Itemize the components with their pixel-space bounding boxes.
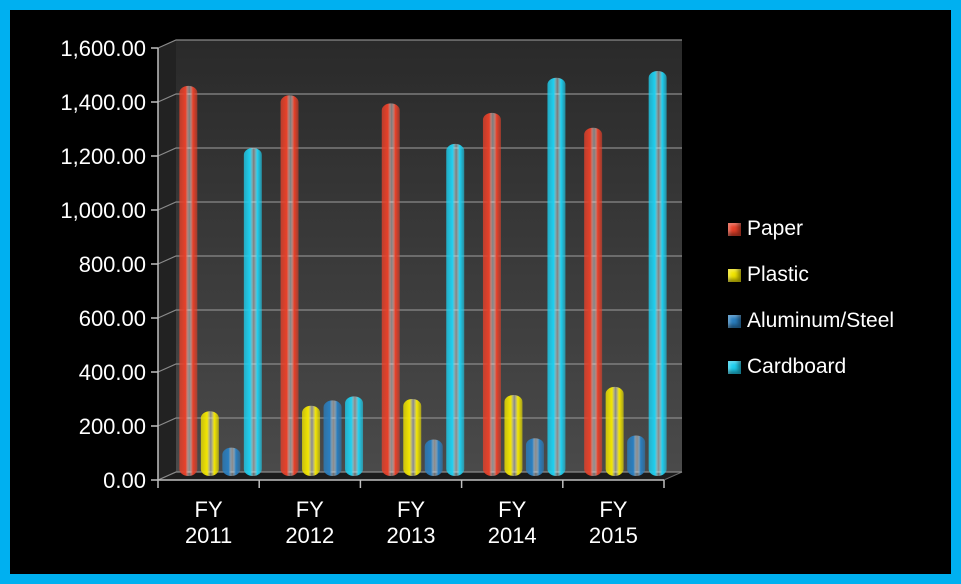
axes bbox=[151, 47, 665, 488]
y-tick-label: 600.00 bbox=[79, 306, 146, 331]
legend-item-plastic: Plastic bbox=[728, 252, 948, 298]
chart-frame: 0.00 200.00 400.00 600.00 800.00 1,000.00 1,20… bbox=[10, 10, 951, 574]
bar-aluminum-steel-fy-2015 bbox=[627, 435, 646, 476]
y-tick-label: 200.00 bbox=[79, 414, 146, 439]
legend-label: Paper bbox=[747, 217, 804, 240]
y-tick-label: 1,200.00 bbox=[60, 144, 146, 169]
x-category-label: FY 2011 bbox=[185, 497, 232, 548]
x-category-label: FY 2013 bbox=[387, 497, 436, 548]
bar-paper-fy-2012 bbox=[280, 95, 299, 477]
y-tick-label: 800.00 bbox=[79, 252, 146, 277]
bar-aluminum-steel-fy-2013 bbox=[424, 439, 443, 476]
legend-swatch bbox=[728, 222, 741, 236]
y-tick-label: 1,600.00 bbox=[60, 36, 146, 61]
bar-paper-fy-2013 bbox=[381, 103, 400, 477]
legend: Paper Plastic Aluminum/Steel Cardboard bbox=[728, 206, 948, 390]
bar-plastic-fy-2015 bbox=[605, 386, 624, 476]
bar-plastic-fy-2014 bbox=[504, 395, 523, 476]
legend-swatch bbox=[728, 268, 741, 282]
y-tick-label: 0.00 bbox=[103, 468, 146, 493]
legend-item-cardboard: Cardboard bbox=[728, 344, 948, 390]
bar-paper-fy-2014 bbox=[482, 112, 501, 476]
x-axis-category-labels: FY 2011 FY 2012 FY 2013 FY 2014 FY 2015 bbox=[185, 497, 638, 548]
x-category-label: FY 2015 bbox=[589, 497, 638, 548]
gridline bbox=[157, 309, 682, 319]
legend-label: Aluminum/Steel bbox=[747, 309, 895, 332]
bar-cardboard-fy-2011 bbox=[243, 147, 262, 476]
bar-plastic-fy-2012 bbox=[302, 405, 321, 476]
y-tick-label: 1,400.00 bbox=[60, 90, 146, 115]
legend-swatch bbox=[728, 314, 741, 328]
gridline bbox=[157, 147, 682, 157]
bars bbox=[179, 71, 667, 477]
bar-aluminum-steel-fy-2012 bbox=[323, 400, 342, 476]
gridline bbox=[157, 363, 682, 373]
legend-swatch bbox=[728, 360, 741, 374]
y-tick-label: 1,000.00 bbox=[60, 198, 146, 223]
bar-cardboard-fy-2014 bbox=[547, 77, 566, 476]
bar-plastic-fy-2013 bbox=[403, 399, 422, 476]
gridline bbox=[157, 255, 682, 265]
legend-item-aluminum-steel: Aluminum/Steel bbox=[728, 298, 948, 344]
gridlines bbox=[157, 39, 682, 481]
y-axis-tick-labels: 0.00 200.00 400.00 600.00 800.00 1,000.00 1,20… bbox=[60, 36, 146, 493]
y-tick-label: 400.00 bbox=[79, 360, 146, 385]
legend-label: Cardboard bbox=[747, 355, 847, 378]
legend-item-paper: Paper bbox=[728, 206, 948, 252]
gridline bbox=[157, 93, 682, 103]
bar-aluminum-steel-fy-2011 bbox=[222, 447, 241, 476]
bar-cardboard-fy-2015 bbox=[648, 71, 667, 476]
x-category-label: FY 2014 bbox=[488, 497, 537, 548]
bar-paper-fy-2011 bbox=[179, 85, 198, 476]
bar-cardboard-fy-2012 bbox=[345, 396, 364, 476]
bar-aluminum-steel-fy-2014 bbox=[525, 438, 544, 476]
bar-cardboard-fy-2013 bbox=[446, 143, 465, 476]
bar-chart: 0.00 200.00 400.00 600.00 800.00 1,000.00 1,20… bbox=[60, 36, 683, 548]
x-category-label: FY 2012 bbox=[285, 497, 334, 548]
bar-paper-fy-2015 bbox=[584, 127, 603, 476]
gridline bbox=[157, 39, 682, 49]
gridline bbox=[157, 201, 682, 211]
bar-plastic-fy-2011 bbox=[200, 411, 219, 476]
legend-label: Plastic bbox=[747, 263, 809, 286]
